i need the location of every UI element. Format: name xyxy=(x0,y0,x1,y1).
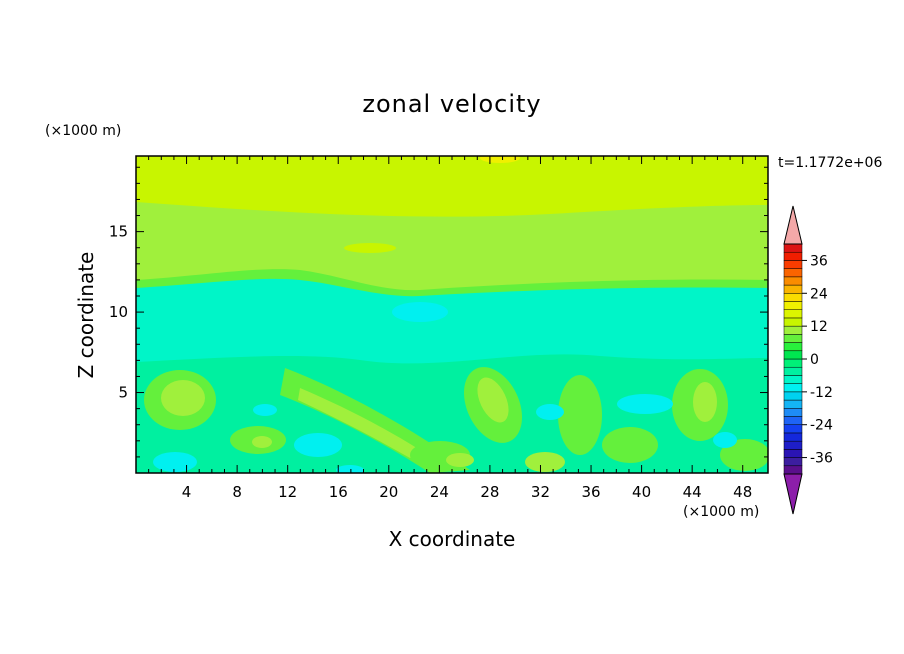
cell xyxy=(252,436,272,448)
x-tick-label: 16 xyxy=(329,483,348,501)
colorbar-swatch xyxy=(783,375,803,384)
y-tick-label: 10 xyxy=(109,303,128,321)
colorbar-tick-label: 12 xyxy=(810,319,828,335)
cell xyxy=(480,156,520,163)
streak xyxy=(298,388,420,458)
colorbar-swatch xyxy=(783,383,803,393)
x-tick-label: 48 xyxy=(733,483,752,501)
colorbar-swatch xyxy=(783,309,803,319)
x-tick-label: 8 xyxy=(232,483,242,501)
cell xyxy=(536,404,564,420)
cell xyxy=(446,453,474,467)
colorbar-tick-label: -36 xyxy=(810,451,833,467)
colorbar-swatch xyxy=(783,416,803,425)
cell xyxy=(153,452,197,472)
y-unit-label: (×1000 m) xyxy=(45,123,121,139)
y-tick-label: 5 xyxy=(118,384,128,402)
colorbar-swatch xyxy=(783,449,803,458)
x-tick-label: 40 xyxy=(632,483,651,501)
colorbar-tick-label: 24 xyxy=(810,286,828,302)
colorbar-swatch xyxy=(783,391,803,401)
time-label: t=1.1772e+06 xyxy=(778,155,882,171)
colorbar-swatch xyxy=(783,358,803,368)
cell xyxy=(294,433,342,457)
colorbar-swatch xyxy=(783,440,803,450)
y-tick-labels: 5 10 15 xyxy=(109,223,128,402)
x-tick-label: 32 xyxy=(531,483,550,501)
cell xyxy=(602,427,658,463)
colorbar-swatch xyxy=(783,243,803,253)
colorbar-swatch xyxy=(783,465,803,475)
cell xyxy=(720,439,768,471)
axis-ticks xyxy=(136,156,768,473)
colorbar-swatch xyxy=(783,366,803,376)
cell xyxy=(344,243,396,253)
colorbar-over-arrow xyxy=(783,205,803,245)
cell xyxy=(525,452,565,472)
cell xyxy=(617,394,673,414)
colorbar-swatch xyxy=(783,293,803,302)
contour-field xyxy=(136,156,768,473)
x-tick-label: 4 xyxy=(182,483,192,501)
cell xyxy=(713,432,737,448)
colorbar-swatch xyxy=(783,251,803,261)
x-tick-label: 44 xyxy=(683,483,702,501)
colorbar-swatch xyxy=(783,350,803,360)
colorbar-swatch xyxy=(783,317,803,327)
x-unit-label: (×1000 m) xyxy=(683,504,759,520)
colorbar-swatch xyxy=(783,276,803,286)
colorbar-swatch xyxy=(783,424,803,434)
colorbar-swatch xyxy=(783,334,803,343)
cell xyxy=(477,377,509,423)
colorbar-tick-label: -12 xyxy=(810,385,833,401)
colorbar-tick-label: 36 xyxy=(810,253,828,269)
colorbar-under-arrow xyxy=(783,473,803,515)
colorbar: 36 24 12 0 -12 -24 -36 xyxy=(783,205,833,515)
colorbar-swatch xyxy=(783,301,803,310)
colorbar-swatch xyxy=(783,342,803,352)
cell xyxy=(336,465,364,473)
colorbar-swatch xyxy=(783,325,803,335)
colorbar-swatch xyxy=(783,399,803,409)
x-tick-labels: 4 8 12 16 20 24 28 32 36 40 44 48 xyxy=(182,483,752,501)
chart-title: zonal velocity xyxy=(362,90,541,118)
x-tick-label: 20 xyxy=(379,483,398,501)
cell xyxy=(558,375,602,455)
x-tick-label: 28 xyxy=(480,483,499,501)
colorbar-swatch xyxy=(783,268,803,278)
colorbar-tick-label: 0 xyxy=(810,352,819,368)
colorbar-swatch xyxy=(783,408,803,417)
colorbar-swatch xyxy=(783,432,803,442)
cell xyxy=(392,302,448,322)
y-axis-label: Z coordinate xyxy=(74,252,98,379)
x-tick-label: 24 xyxy=(430,483,449,501)
colorbar-swatch xyxy=(783,260,803,269)
x-tick-label: 12 xyxy=(278,483,297,501)
colorbar-swatch xyxy=(783,457,803,467)
colorbar-swatch xyxy=(783,284,803,294)
colorbar-tick-label: -24 xyxy=(810,418,833,434)
x-axis-label: X coordinate xyxy=(389,527,516,551)
y-tick-label: 15 xyxy=(109,223,128,241)
cell xyxy=(161,380,205,416)
cell xyxy=(253,404,277,416)
x-tick-label: 36 xyxy=(581,483,600,501)
cell xyxy=(693,382,717,422)
